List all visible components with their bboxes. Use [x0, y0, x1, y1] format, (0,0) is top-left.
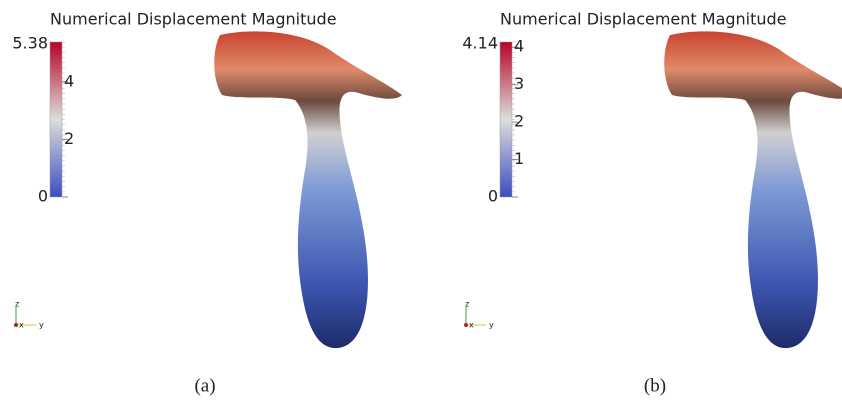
tick-label: 2: [64, 129, 74, 148]
axis-x: [14, 323, 18, 327]
panel-title: Numerical Displacement Magnitude: [500, 10, 787, 29]
colorbar: [499, 41, 513, 198]
rendered-body: [664, 31, 842, 349]
tick-label: 4: [64, 71, 74, 90]
axis-label: z: [15, 300, 19, 309]
axis-x: [464, 323, 468, 327]
axis-label: z: [465, 300, 469, 309]
tick-label: 3: [514, 74, 524, 93]
axis-label: y: [489, 321, 494, 330]
tick-label: 0: [488, 187, 498, 206]
tick-label: 1: [514, 149, 524, 168]
caption: (b): [644, 375, 666, 396]
tick-label: 0: [38, 187, 48, 206]
tick-label: 2: [514, 112, 524, 131]
axis-label: x: [469, 321, 474, 330]
caption: (a): [194, 375, 215, 396]
colorbar: [49, 41, 63, 198]
axis-label: x: [19, 321, 24, 330]
tick-label: 4: [514, 37, 524, 56]
rendered-body: [214, 31, 402, 349]
axis-label: y: [39, 321, 44, 330]
panel-title: Numerical Displacement Magnitude: [50, 10, 337, 29]
colorbar-max-label: 5.38: [12, 34, 48, 53]
colorbar-max-label: 4.14: [462, 34, 498, 53]
